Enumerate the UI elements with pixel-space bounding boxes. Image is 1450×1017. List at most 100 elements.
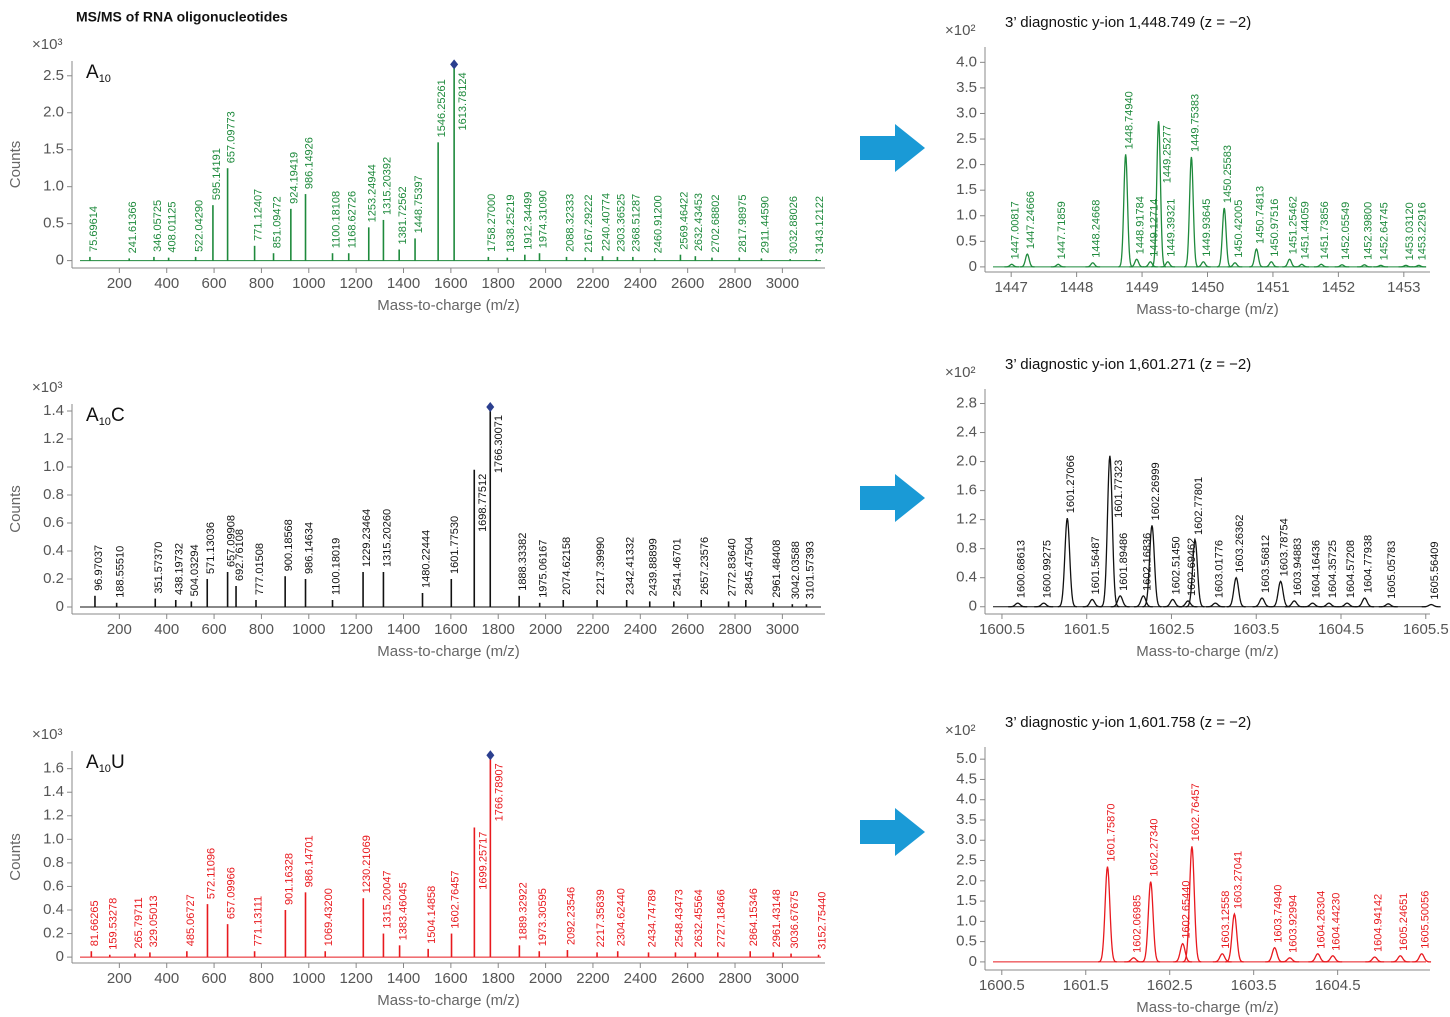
peak-label: 3143.12122 [814, 196, 826, 254]
peak-label: 1973.30595 [537, 888, 549, 946]
peak-label: 1452.05549 [1340, 202, 1352, 260]
peak [1411, 264, 1427, 268]
peak [1390, 955, 1410, 963]
peak [1303, 602, 1323, 608]
peak-label: 2303.36525 [615, 194, 627, 252]
x-tick-label: 2400 [624, 621, 657, 638]
y-tick-label: 1.0 [43, 178, 64, 195]
x-tick-label: 1453 [1387, 279, 1420, 296]
x-tick-label: 3000 [766, 275, 799, 292]
peak-label: 2342.41332 [625, 537, 637, 595]
x-tick-label: 1800 [482, 970, 515, 987]
peak-label: 657.09908 [226, 515, 238, 567]
x-tick-label: 800 [249, 970, 274, 987]
x-tick-label: 600 [202, 275, 227, 292]
y-tick-label: 1.5 [956, 892, 977, 909]
peak-label: 2632.45564 [693, 889, 705, 947]
x-tick-label: 1800 [482, 275, 515, 292]
peak-label: 2845.47504 [744, 537, 756, 595]
peak-label: 1603.92994 [1288, 895, 1300, 953]
x-tick-label: 1602.5 [1147, 977, 1193, 994]
x-tick-label: 1451 [1256, 279, 1289, 296]
peak [1265, 946, 1285, 963]
peak [1365, 956, 1385, 963]
peak-label: 1602.76457 [1190, 783, 1202, 841]
y-tick-label: 0.8 [43, 486, 64, 503]
peak [1098, 866, 1117, 963]
x-tick-label: 1600 [434, 275, 467, 292]
peak-label: 1604.77938 [1363, 535, 1375, 593]
y-tick-label: 3.0 [956, 104, 977, 121]
peak-label: 96.97037 [93, 545, 105, 591]
peak-label: 2657.23576 [699, 537, 711, 595]
peak-label: 3032.88026 [788, 196, 800, 254]
peak-label: 3036.67675 [789, 890, 801, 948]
peak-label: 1600.99275 [1042, 540, 1054, 598]
peak-label: 329.05013 [148, 895, 160, 947]
peak [1085, 262, 1101, 268]
peak-label: 1168.62726 [347, 191, 359, 248]
peak-label: 1448.91784 [1135, 196, 1147, 254]
peak [1398, 264, 1414, 268]
y-tick-label: 2.5 [956, 130, 977, 147]
peak [1151, 121, 1167, 268]
x-tick-label: 200 [107, 621, 132, 638]
peak-label: 1601.75870 [1105, 803, 1117, 861]
x-tick-label: 1452 [1322, 279, 1355, 296]
y-tick-label: 0.4 [43, 901, 64, 918]
peak-label: 1602.51450 [1171, 536, 1183, 594]
y-tick-label: 1.2 [43, 430, 64, 447]
peak-label: 1451.73856 [1319, 201, 1331, 259]
y-tick-label: 2.0 [956, 156, 977, 173]
peak-label: 2439.88899 [648, 538, 660, 596]
peak [1263, 261, 1279, 268]
peak [1284, 600, 1304, 608]
x-tick-label: 1600.5 [979, 977, 1025, 994]
peak-label: 1449.25277 [1162, 125, 1174, 183]
peak-label: 1381.72562 [397, 186, 409, 244]
peak-label: 1315.20392 [381, 157, 393, 215]
peak [1334, 264, 1350, 268]
peak-label: 1601.56487 [1090, 536, 1102, 594]
peak-label: 1604.44230 [1331, 893, 1343, 951]
x-tick-label: 2200 [576, 275, 609, 292]
peak-label: 1449.93645 [1201, 199, 1213, 257]
peak-label: 1602.65440 [1181, 881, 1193, 939]
y-tick-label: 2.4 [956, 424, 977, 441]
x-axis-title: Mass-to-charge (m/z) [377, 297, 520, 314]
peak-label: 1602.16836 [1141, 533, 1153, 591]
peak-label: 1838.25219 [505, 195, 517, 253]
peak-label: 1603.94883 [1292, 538, 1304, 596]
chart: 0 0.2 0.4 0.6 0.8 1.0 1.2 1.4 200 400 600 800 1000 12… [7, 379, 825, 660]
peak-label: 1069.43200 [323, 888, 335, 946]
x-tick-label: 200 [107, 970, 132, 987]
peak [1337, 602, 1357, 608]
x-tick-label: 2600 [671, 970, 704, 987]
peak [1008, 602, 1028, 608]
y-tick-label: 3.0 [956, 831, 977, 848]
peak-label: 1601.89486 [1118, 533, 1130, 591]
peak-label: 1449.12714 [1148, 199, 1160, 257]
peak-label: 2632.43453 [693, 193, 705, 251]
x-tick-label: 1601.5 [1064, 621, 1110, 638]
sample-name: A [86, 752, 99, 773]
x-tick-label: 1602.5 [1149, 621, 1195, 638]
y-tick-label: 0.6 [43, 514, 64, 531]
peak-label: 188.55510 [115, 546, 127, 598]
peak-label: 2074.62158 [561, 537, 573, 595]
peak-label: 572.11096 [205, 848, 217, 899]
precursor-marker [486, 750, 495, 761]
peak-label: 1601.77530 [449, 516, 461, 574]
x-tick-label: 1447 [994, 279, 1027, 296]
peak-label: 900.18568 [283, 519, 295, 571]
x-tick-label: 2400 [624, 970, 657, 987]
peak-label: 986.14926 [303, 137, 315, 189]
peak [1216, 207, 1232, 268]
peak [1373, 264, 1389, 268]
arrow [860, 124, 925, 172]
peak-label: 1602.69462 [1186, 538, 1198, 596]
peak-label: 1450.97516 [1269, 199, 1281, 257]
peak-label: 1452.64745 [1379, 202, 1391, 260]
x-tick-label: 400 [154, 275, 179, 292]
